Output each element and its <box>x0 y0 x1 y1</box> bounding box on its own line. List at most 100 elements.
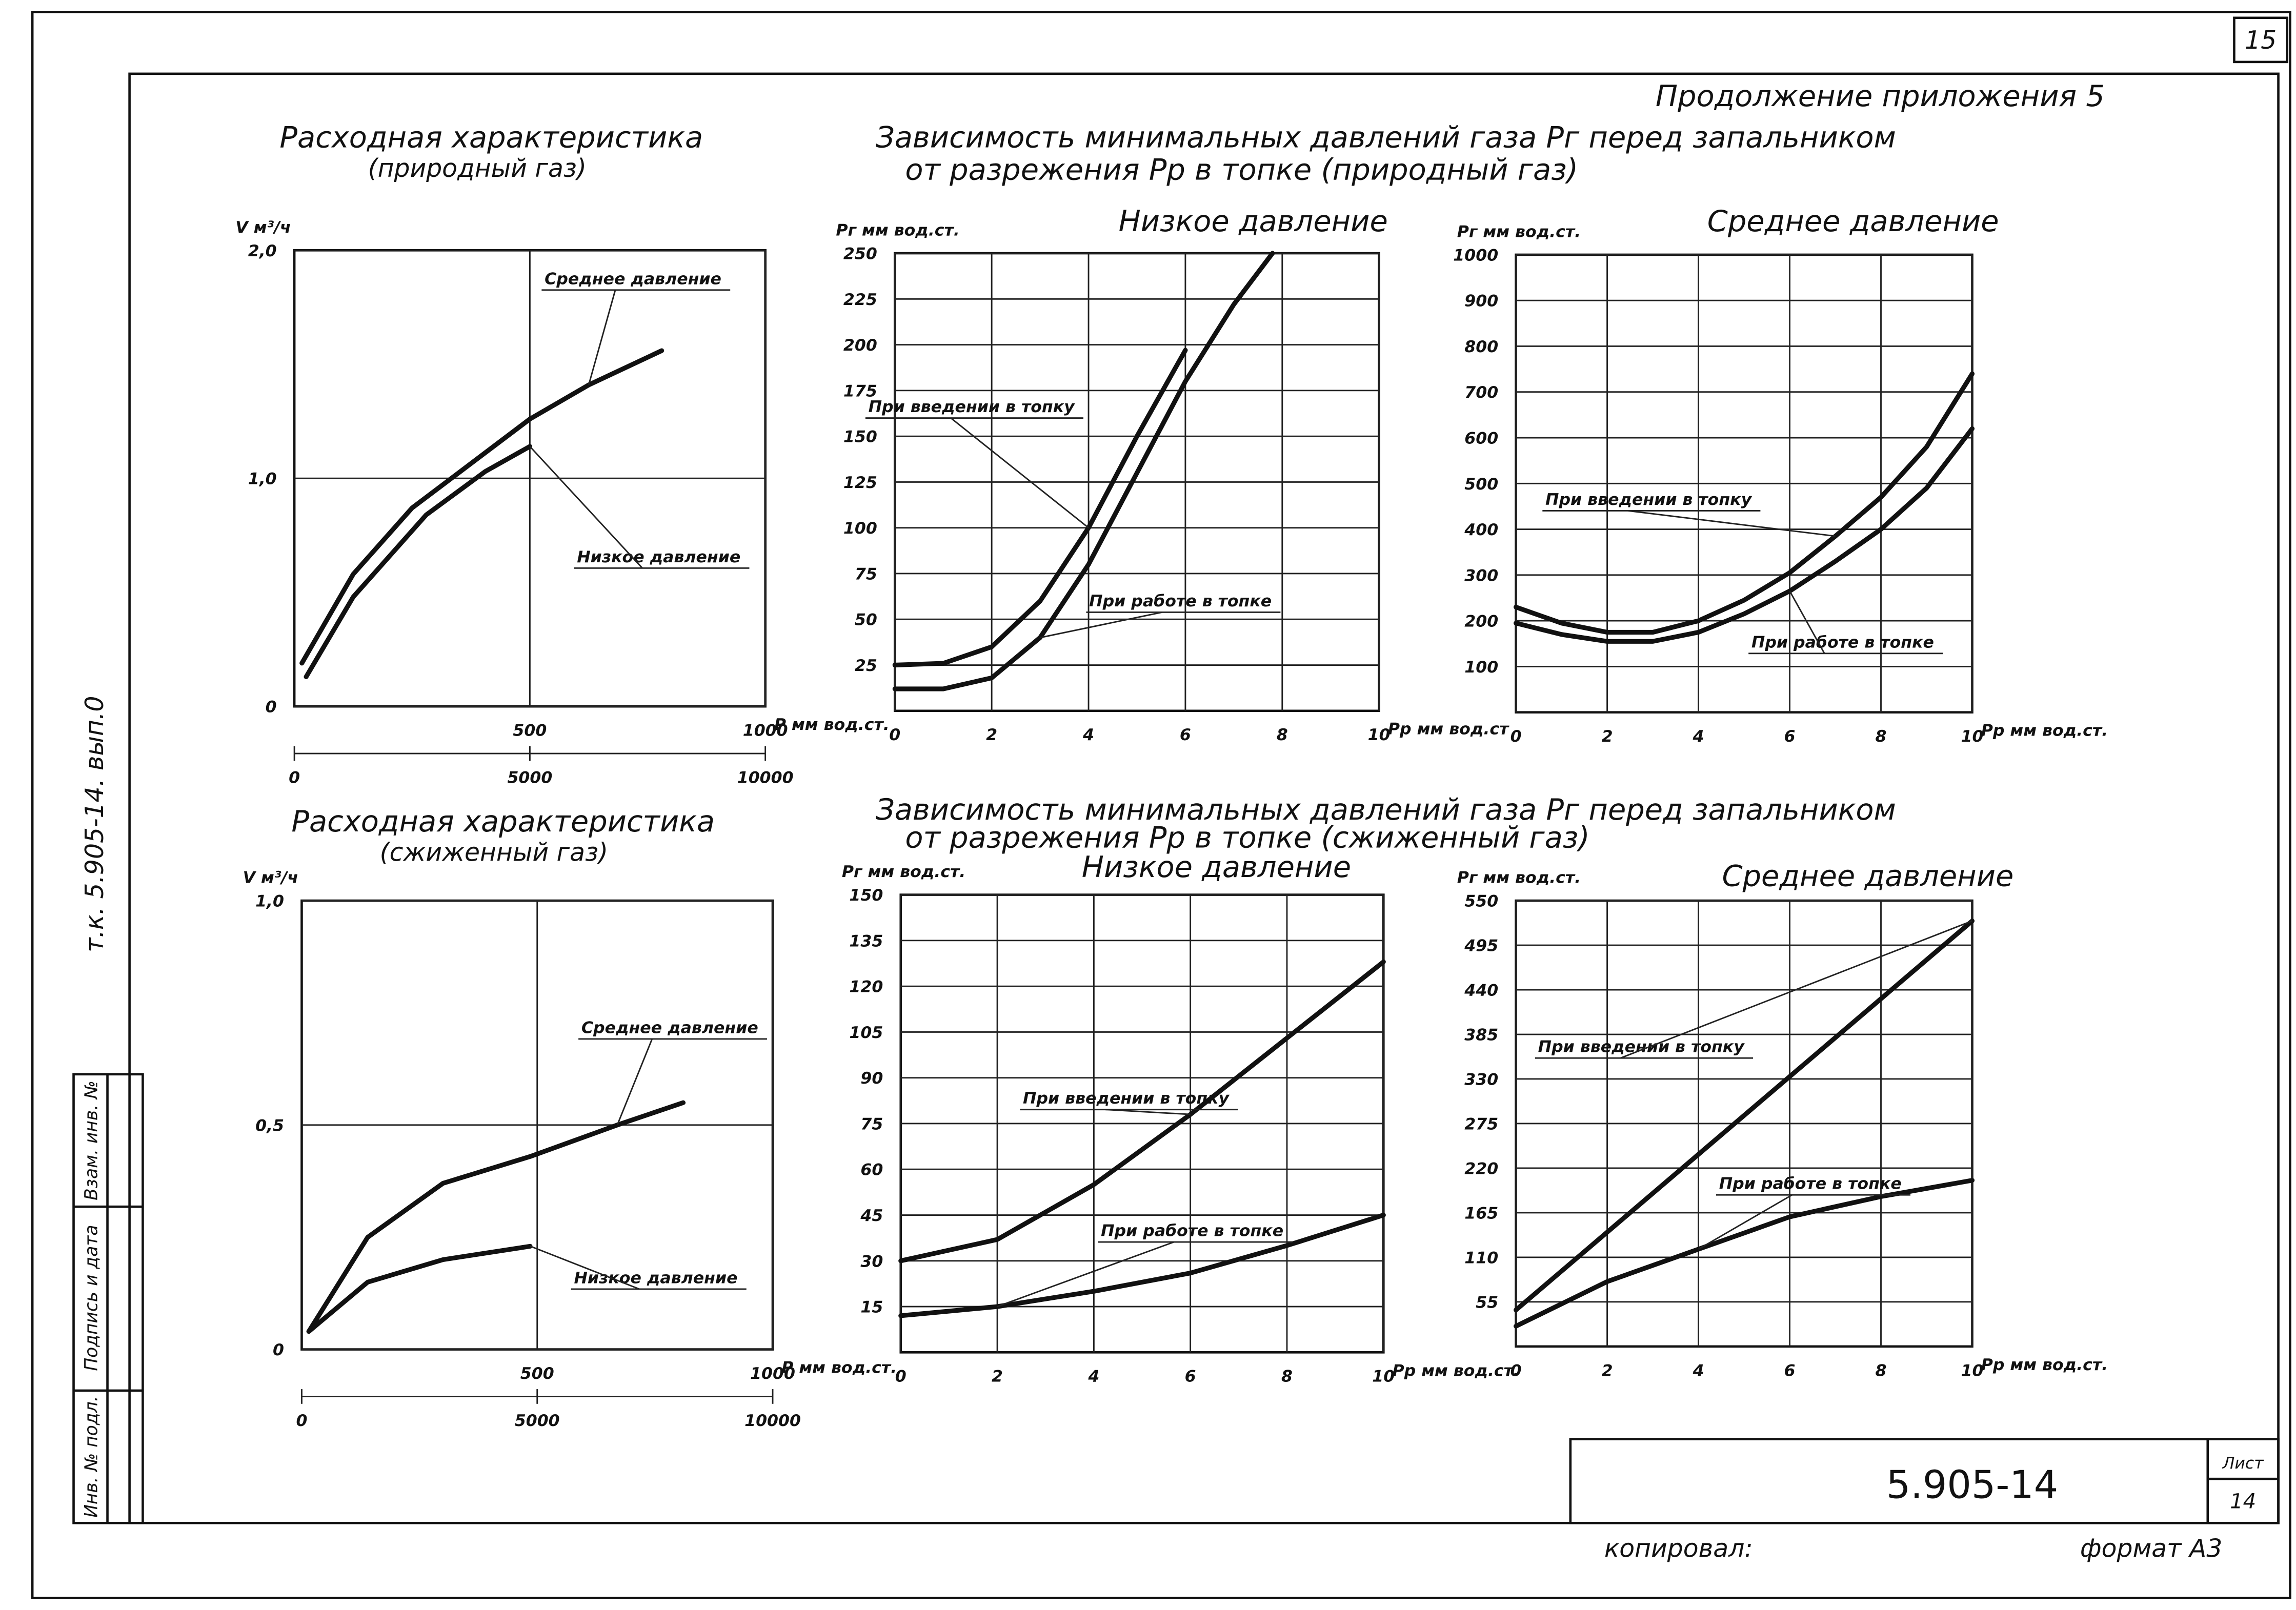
x-axis-label: P мм вод.ст. <box>774 716 890 734</box>
x-tick-label: 4 <box>1693 1361 1704 1380</box>
x-tick-label: 8 <box>1876 727 1887 746</box>
y-tick-label: 330 <box>1464 1070 1498 1089</box>
x-tick-label: 1000 <box>750 1364 795 1383</box>
label-leader <box>950 417 1089 528</box>
y-tick-label: 0 <box>273 1341 284 1359</box>
label-leader <box>588 290 616 385</box>
y-axis-label: Pг мм вод.ст. <box>1457 869 1581 887</box>
sheet-value: 14 <box>2230 1490 2256 1514</box>
data-line <box>1514 1178 1975 1329</box>
y-tick-label: 200 <box>1464 613 1498 631</box>
title-block <box>1569 1438 2280 1524</box>
chart-subtitle: (природный газ) <box>368 154 587 183</box>
y-tick-label: 800 <box>1464 338 1498 356</box>
series-label: При введении в топку <box>1023 1089 1230 1108</box>
data-line <box>898 959 1386 1263</box>
data-line <box>299 348 664 666</box>
y-tick-label: 50 <box>855 611 877 629</box>
group-subtitle: от разрежения Pp в топке (сжиженный газ) <box>905 821 1589 855</box>
group-title: Зависимость минимальных давлений газа Pг… <box>876 792 1896 827</box>
y-tick-label: 165 <box>1464 1204 1498 1222</box>
sheet-number: 15 <box>2245 26 2277 55</box>
x-tick-label: 10 <box>1368 726 1391 744</box>
x-tick-label: 0 <box>889 726 900 744</box>
x-tick-label: 1000 <box>743 722 788 740</box>
data-line <box>898 1212 1386 1318</box>
y-axis-label: Pг мм вод.ст. <box>836 221 959 240</box>
side-code: т.к. 5.905-14. вып.0 <box>80 696 109 952</box>
y-tick-label: 30 <box>860 1252 883 1271</box>
y-tick-label: 55 <box>1476 1293 1498 1312</box>
y-tick-label: 495 <box>1464 937 1498 955</box>
series-label: При введении в топку <box>1545 491 1753 509</box>
x-tick-label: 8 <box>1876 1361 1887 1380</box>
sheet-box <box>2233 16 2289 64</box>
chart-title: Низкое давление <box>1119 204 1388 238</box>
y-tick-label: 110 <box>1464 1249 1498 1267</box>
data-line <box>892 251 1275 691</box>
series-label: Низкое давление <box>577 548 740 566</box>
x-tick-label: 10 <box>1372 1368 1395 1386</box>
y-axis-label: V м³/ч <box>243 869 298 887</box>
y-axis-label: V м³/ч <box>235 218 291 237</box>
chart-title: Расходная характеристика <box>291 804 715 839</box>
y-tick-label: 150 <box>849 886 883 905</box>
data-line <box>306 1100 686 1334</box>
chart-subtitle: (сжиженный газ) <box>380 838 608 867</box>
secondary-x-tick-label: 10000 <box>744 1412 801 1430</box>
y-tick-label: 15 <box>860 1298 883 1317</box>
series-label: При работе в топке <box>1101 1222 1283 1240</box>
y-axis-label: Pг мм вод.ст. <box>842 863 965 881</box>
data-line <box>304 444 532 680</box>
copied-by: копировал: <box>1604 1534 1753 1563</box>
label-leader <box>529 445 643 569</box>
label-leader <box>1698 1194 1793 1250</box>
series-label: При введении в топку <box>1538 1038 1745 1056</box>
x-tick-label: 2 <box>986 726 997 744</box>
y-tick-label: 60 <box>860 1161 883 1179</box>
label-leader <box>616 1038 653 1126</box>
y-tick-label: 175 <box>843 382 877 400</box>
stamp-text: Взам. инв. № <box>81 1081 102 1200</box>
secondary-x-tick-label: 5000 <box>515 1412 560 1430</box>
y-tick-label: 25 <box>855 657 877 675</box>
label-leader <box>1620 920 1973 1059</box>
x-tick-label: 0 <box>1510 727 1522 746</box>
x-tick-label: 6 <box>1784 727 1796 746</box>
y-tick-label: 105 <box>849 1024 883 1042</box>
x-tick-label: 500 <box>520 1364 554 1383</box>
y-tick-label: 440 <box>1464 982 1498 1000</box>
x-tick-label: 10 <box>1961 1361 1984 1380</box>
x-axis-label: Pp мм вод.ст. <box>1393 1361 1519 1380</box>
x-tick-label: 8 <box>1277 726 1288 744</box>
stamp-text: Подпись и дата <box>81 1225 102 1371</box>
data-line <box>1514 426 1975 644</box>
series-label: Низкое давление <box>574 1269 738 1287</box>
data-line <box>892 348 1188 668</box>
chart-title: Среднее давление <box>1722 859 2014 893</box>
x-tick-label: 500 <box>513 722 547 740</box>
group-subtitle: от разрежения Pp в топке (природный газ) <box>905 153 1578 187</box>
x-tick-label: 4 <box>1693 727 1704 746</box>
x-tick-label: 6 <box>1784 1361 1796 1380</box>
y-tick-label: 0 <box>266 698 277 717</box>
x-axis-label: Pp мм вод.ст <box>1388 720 1509 739</box>
x-tick-label: 6 <box>1185 1368 1196 1386</box>
y-tick-label: 400 <box>1464 521 1498 539</box>
series-label: Среднее давление <box>581 1018 758 1037</box>
x-tick-label: 0 <box>895 1368 907 1386</box>
y-tick-label: 75 <box>855 565 877 583</box>
continuation: Продолжение приложения 5 <box>1656 79 2105 113</box>
series-label: При работе в топке <box>1719 1175 1902 1193</box>
data-line <box>1514 919 1975 1313</box>
chart-title: Среднее давление <box>1707 204 1999 238</box>
x-tick-label: 2 <box>1602 727 1613 746</box>
x-axis-label: P мм вод.ст. <box>781 1359 897 1377</box>
secondary-x-tick-label: 0 <box>289 768 300 787</box>
secondary-x-tick-label: 10000 <box>737 768 794 787</box>
y-tick-label: 0,5 <box>255 1116 284 1135</box>
group-title: Зависимость минимальных давлений газа Pг… <box>876 120 1896 154</box>
